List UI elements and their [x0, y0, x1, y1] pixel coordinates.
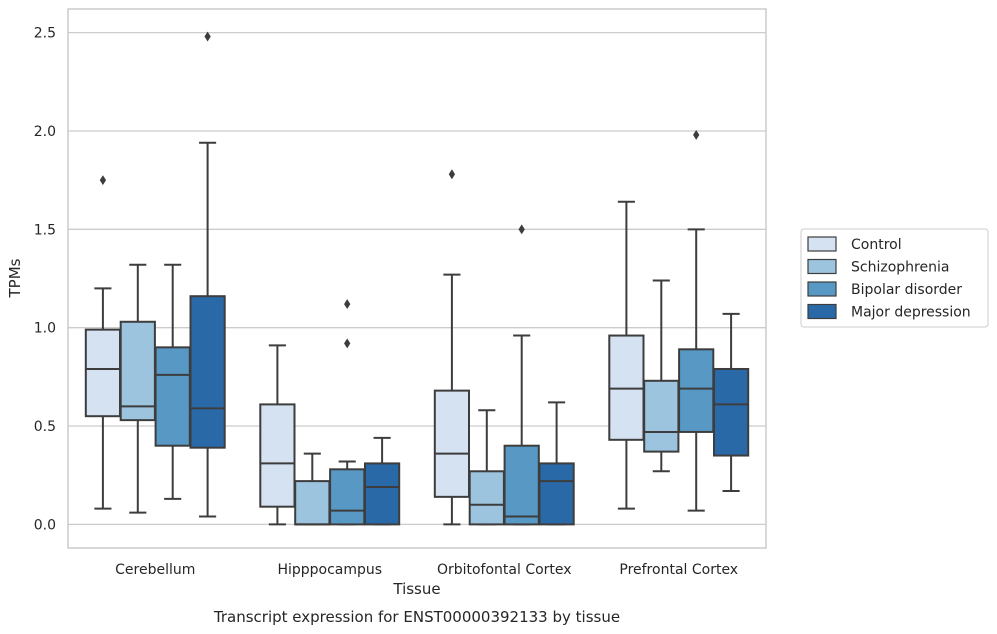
y-tick-label: 1.0 [34, 321, 56, 337]
box-body [154, 346, 191, 447]
box-body [329, 468, 366, 526]
box-major-depression [363, 436, 401, 526]
x-tick-label: Cerebellum [115, 562, 195, 578]
legend-label: Control [851, 237, 902, 253]
legend-frame [800, 228, 989, 328]
outlier-point [518, 224, 525, 235]
legend-swatch [807, 236, 837, 252]
box-control [259, 344, 296, 526]
outlier-point [344, 338, 351, 349]
outlier-point [99, 175, 107, 186]
box-body [538, 462, 575, 526]
legend-swatch [807, 281, 837, 297]
box-bipolar-disorder [678, 129, 715, 512]
box-body [189, 295, 226, 449]
box-layer [84, 31, 750, 526]
outlier-point [693, 129, 700, 140]
legend-label: Major depression [851, 305, 971, 321]
box-schizophrenia [119, 263, 156, 514]
box-bipolar-disorder [503, 224, 540, 526]
box-body [503, 444, 540, 526]
outlier-point [204, 31, 211, 42]
box-body [363, 462, 401, 526]
y-tick-labels: 0.0 0.5 1.0 1.5 2.0 2.5 [34, 26, 56, 534]
box-schizophrenia [468, 409, 505, 526]
box-control [433, 169, 471, 526]
box-body [678, 348, 715, 433]
y-tick-label: 0.0 [34, 517, 56, 533]
box-major-depression [189, 31, 226, 518]
x-axis-label: Tissue [392, 580, 440, 598]
x-tick-label: Hipppocampus [277, 562, 382, 578]
plot-frame [67, 8, 767, 549]
legend: Control Schizophrenia Bipolar disorder Majo… [800, 228, 989, 328]
outlier-point [344, 299, 351, 310]
box-bipolar-disorder [154, 263, 191, 500]
x-tick-label: Orbitofontal Cortex [437, 562, 572, 578]
box-body [712, 367, 750, 457]
box-schizophrenia [294, 452, 331, 526]
box-bipolar-disorder [329, 299, 366, 526]
legend-swatch [807, 258, 837, 275]
box-control [608, 200, 645, 510]
y-tick-label: 1.5 [34, 222, 56, 238]
box-body [84, 328, 122, 418]
legend-swatch [807, 303, 837, 320]
legend-label: Bipolar disorder [851, 282, 962, 298]
y-tick-label: 2.0 [34, 124, 56, 140]
box-control [84, 175, 122, 510]
box-body [294, 480, 331, 526]
box-body [433, 389, 471, 498]
y-tick-label: 0.5 [34, 419, 56, 435]
outlier-point [448, 169, 456, 180]
box-body [468, 470, 505, 526]
box-schizophrenia [643, 279, 680, 473]
box-body [643, 379, 680, 453]
box-body [119, 320, 156, 422]
x-tick-labels: Cerebellum Hipppocampus Orbitofontal Corte… [115, 562, 738, 578]
box-major-depression [712, 312, 750, 492]
box-major-depression [538, 401, 575, 526]
y-axis-label: TPMs [6, 258, 24, 298]
y-tick-label: 2.5 [34, 26, 56, 42]
legend-label: Schizophrenia [851, 260, 949, 276]
box-body [259, 403, 296, 508]
x-tick-label: Prefrontal Cortex [619, 562, 738, 578]
figure-caption: Transcript expression for ENST0000039213… [213, 608, 620, 626]
